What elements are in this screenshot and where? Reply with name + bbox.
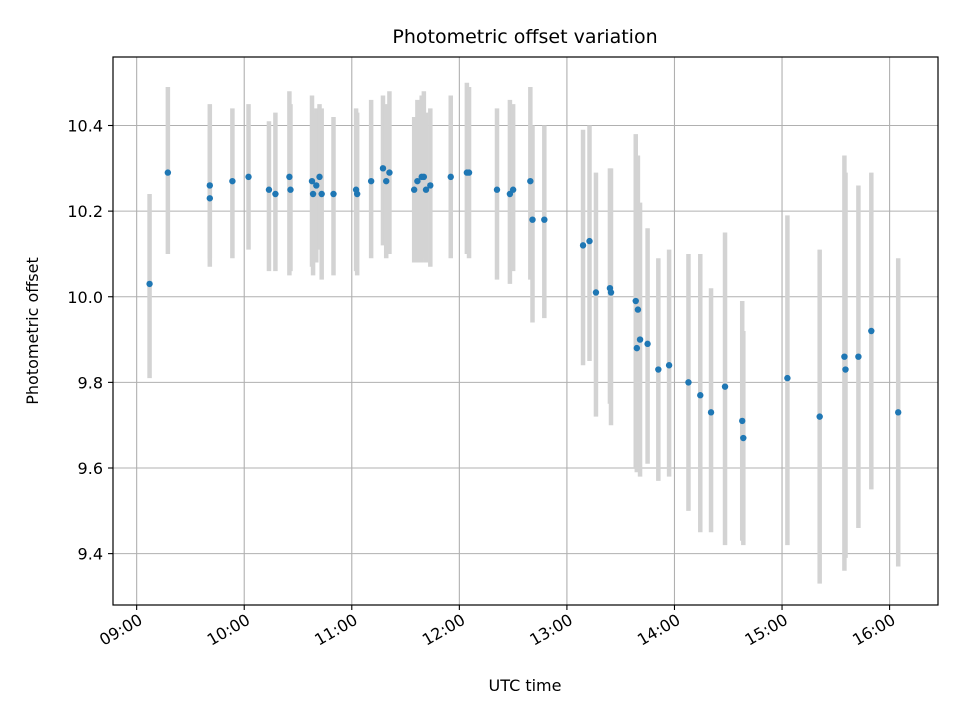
data-point bbox=[636, 336, 644, 343]
data-point bbox=[895, 409, 902, 416]
data-point bbox=[316, 173, 323, 181]
data-point bbox=[265, 186, 273, 193]
data-point bbox=[739, 417, 746, 425]
data-point bbox=[318, 190, 325, 198]
data-point bbox=[410, 186, 418, 193]
data-point bbox=[420, 173, 428, 181]
data-point bbox=[740, 434, 747, 442]
data-point bbox=[579, 242, 587, 249]
y-tick-label: 10.2 bbox=[67, 202, 103, 221]
data-point bbox=[509, 186, 517, 193]
y-tick-label: 9.6 bbox=[78, 459, 103, 478]
data-point bbox=[353, 190, 361, 198]
data-point bbox=[634, 306, 642, 313]
data-point bbox=[697, 392, 704, 399]
data-point bbox=[841, 353, 848, 360]
data-point bbox=[146, 280, 153, 288]
data-point bbox=[721, 383, 729, 390]
data-point bbox=[422, 186, 430, 193]
data-point bbox=[287, 186, 294, 193]
data-point bbox=[465, 169, 473, 176]
data-point bbox=[447, 173, 454, 181]
x-axis-title: UTC time bbox=[489, 676, 562, 695]
data-point bbox=[855, 353, 862, 360]
y-tick-label: 9.4 bbox=[78, 545, 103, 564]
data-point bbox=[379, 165, 387, 172]
data-point bbox=[313, 182, 320, 189]
y-tick-label: 9.8 bbox=[78, 373, 103, 392]
data-point bbox=[784, 374, 791, 382]
data-point bbox=[707, 409, 715, 416]
data-points bbox=[146, 165, 902, 442]
data-point bbox=[816, 413, 823, 420]
data-point bbox=[541, 216, 548, 223]
data-point bbox=[229, 177, 236, 185]
y-axis-title: Photometric offset bbox=[23, 257, 42, 405]
data-point bbox=[527, 177, 534, 185]
data-point bbox=[383, 177, 390, 185]
y-axis-ticks: 9.4 9.6 9.8 10.0 10.2 10.4 bbox=[67, 117, 113, 564]
data-point bbox=[529, 216, 536, 223]
data-point bbox=[644, 340, 651, 348]
data-point bbox=[206, 182, 214, 189]
y-tick-label: 10.0 bbox=[67, 288, 103, 307]
data-point bbox=[493, 186, 501, 193]
data-point bbox=[286, 173, 293, 181]
plot-frame bbox=[112, 56, 939, 606]
chart-title: Photometric offset variation bbox=[392, 26, 657, 48]
data-point bbox=[164, 169, 172, 176]
data-point bbox=[842, 366, 849, 373]
data-point bbox=[367, 177, 375, 185]
data-point bbox=[592, 289, 600, 296]
data-point bbox=[427, 182, 434, 189]
data-point bbox=[245, 173, 252, 181]
data-point bbox=[655, 366, 662, 373]
data-point bbox=[632, 297, 639, 305]
data-point bbox=[868, 327, 875, 335]
data-point bbox=[308, 177, 316, 185]
data-point bbox=[330, 190, 337, 198]
data-point bbox=[206, 195, 214, 202]
data-point bbox=[685, 379, 692, 386]
data-point bbox=[607, 289, 615, 296]
y-tick-label: 10.4 bbox=[67, 117, 103, 136]
data-point bbox=[665, 362, 673, 369]
data-point bbox=[586, 237, 593, 245]
grid bbox=[113, 57, 938, 605]
data-point bbox=[272, 190, 279, 198]
data-point bbox=[309, 190, 317, 198]
data-point bbox=[633, 344, 641, 352]
data-point bbox=[386, 169, 393, 176]
data-point bbox=[414, 177, 421, 185]
